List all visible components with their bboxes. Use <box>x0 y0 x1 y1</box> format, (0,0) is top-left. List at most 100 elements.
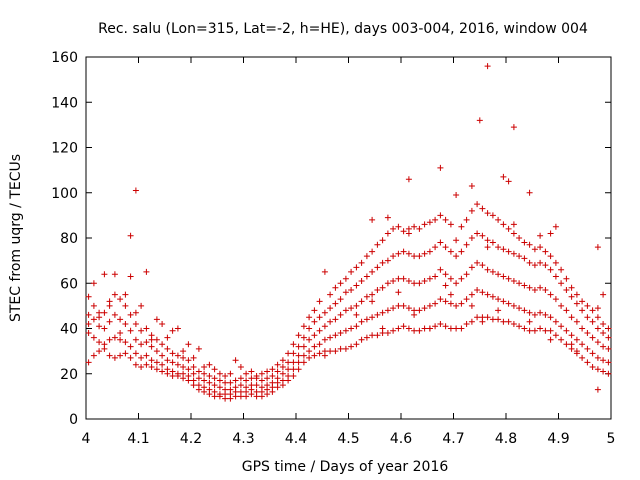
data-point <box>122 339 129 346</box>
data-point <box>290 350 297 357</box>
data-point <box>442 298 449 305</box>
data-point <box>90 280 97 287</box>
data-point <box>416 327 423 334</box>
data-point <box>547 291 554 298</box>
data-point <box>563 327 570 334</box>
data-point <box>400 302 407 309</box>
data-point <box>363 293 370 300</box>
data-point <box>311 332 318 339</box>
data-point <box>111 291 118 298</box>
data-point <box>132 321 139 327</box>
data-point <box>395 275 402 282</box>
data-point <box>447 291 454 298</box>
data-point <box>600 343 607 350</box>
data-point <box>400 323 407 330</box>
data-point <box>547 253 554 260</box>
data-point <box>327 305 334 312</box>
data-point <box>195 382 202 389</box>
data-point <box>426 325 433 332</box>
data-point <box>127 343 134 350</box>
data-point <box>295 359 302 366</box>
data-point <box>237 388 244 395</box>
data-point <box>316 314 323 321</box>
data-point <box>458 325 465 332</box>
data-point <box>531 311 538 318</box>
data-point <box>568 293 575 300</box>
data-point <box>437 296 444 303</box>
data-point <box>395 250 402 257</box>
data-point <box>216 377 223 384</box>
data-point <box>337 330 344 336</box>
data-point <box>295 343 302 350</box>
data-point <box>516 323 523 330</box>
data-point <box>495 307 502 314</box>
data-point <box>243 384 250 391</box>
data-point <box>174 370 181 377</box>
data-point <box>437 266 444 273</box>
x-tick-label: 4 <box>82 431 91 447</box>
data-point <box>589 307 596 314</box>
data-point <box>311 343 318 350</box>
data-point <box>111 271 118 278</box>
data-point <box>306 354 313 361</box>
data-point <box>495 216 502 223</box>
data-point <box>547 336 554 343</box>
data-point <box>568 332 575 339</box>
data-point <box>153 316 160 323</box>
data-point <box>432 244 439 251</box>
x-tick-label: 4.9 <box>547 431 569 447</box>
data-point <box>537 244 544 251</box>
x-tick-label: 4.5 <box>337 431 359 447</box>
data-point <box>484 244 491 251</box>
data-point <box>521 325 528 332</box>
data-point <box>416 225 423 232</box>
data-point <box>180 354 187 361</box>
data-point <box>143 268 150 275</box>
data-point <box>358 278 365 284</box>
data-point <box>143 339 150 346</box>
data-point <box>90 352 97 359</box>
data-point <box>353 302 360 309</box>
data-point <box>232 377 239 384</box>
data-point <box>476 117 483 124</box>
data-point <box>169 327 176 334</box>
data-point <box>594 354 601 361</box>
data-point <box>552 296 559 303</box>
data-point <box>390 305 397 312</box>
data-point <box>405 250 412 257</box>
data-point <box>500 173 507 180</box>
data-point <box>285 350 292 357</box>
data-point <box>579 298 586 305</box>
data-point <box>342 307 349 314</box>
data-point <box>589 364 596 370</box>
data-point <box>264 368 271 375</box>
data-point <box>542 262 549 269</box>
data-point <box>426 275 433 282</box>
data-point <box>600 321 607 327</box>
data-point <box>605 334 612 341</box>
data-point <box>526 259 533 266</box>
data-point <box>269 373 276 379</box>
data-point <box>390 225 397 232</box>
data-point <box>563 341 570 348</box>
data-point <box>510 302 517 309</box>
data-point <box>463 321 470 327</box>
data-point <box>369 248 376 255</box>
data-point <box>395 325 402 332</box>
data-point <box>111 311 118 318</box>
data-point <box>600 330 607 336</box>
data-point <box>264 375 271 382</box>
data-point <box>505 225 512 232</box>
data-point <box>132 309 139 316</box>
data-point <box>500 246 507 253</box>
y-tick-label: 20 <box>60 367 78 383</box>
data-point <box>474 230 481 237</box>
y-tick-label: 60 <box>60 276 78 292</box>
data-point <box>526 241 533 248</box>
data-point <box>190 377 197 384</box>
data-point <box>321 309 328 316</box>
data-point <box>306 325 313 332</box>
data-point <box>348 268 355 275</box>
data-point <box>222 386 229 393</box>
data-point <box>174 352 181 359</box>
